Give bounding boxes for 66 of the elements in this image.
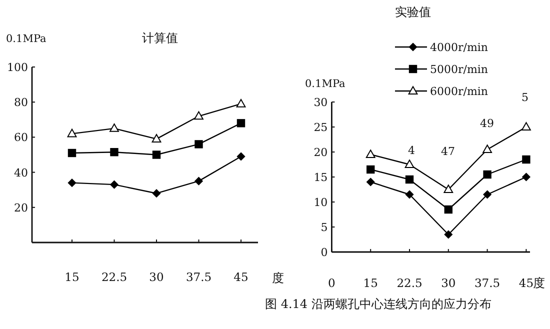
- point: [483, 190, 492, 199]
- caption: 图 4.14 沿两螺孔中心连线方向的应力分布: [265, 297, 492, 311]
- x-tick-label: 37.5: [186, 270, 212, 284]
- point: [404, 160, 414, 168]
- x-tick-label: 37.5: [474, 276, 500, 290]
- annotation: 49: [480, 117, 494, 130]
- point: [110, 124, 119, 132]
- point: [236, 98, 246, 108]
- x-axis-title: 度: [272, 271, 284, 285]
- legend-label: 6000r/min: [430, 85, 488, 98]
- point: [152, 150, 161, 159]
- y-tick-label: 15: [314, 171, 328, 184]
- point: [444, 184, 454, 193]
- point: [194, 176, 203, 186]
- point: [194, 140, 203, 148]
- chart-title: 计算值: [142, 31, 178, 45]
- point: [405, 175, 414, 184]
- y-axis-title: 0.1MPa: [305, 78, 346, 90]
- point: [522, 122, 531, 130]
- point: [366, 178, 375, 186]
- point: [110, 180, 118, 189]
- x-tick-label: 22.5: [101, 270, 128, 284]
- point: [152, 189, 161, 198]
- annotation: 47: [441, 145, 455, 158]
- legend-label: 4000r/min: [430, 41, 488, 54]
- point: [405, 190, 414, 199]
- x-tick-label: 45: [234, 270, 248, 284]
- point: [444, 230, 452, 239]
- x-tick-label: 22.5: [396, 276, 422, 290]
- point: [236, 119, 246, 128]
- point: [366, 165, 375, 174]
- y-tick-label: 30: [314, 96, 328, 109]
- x-axis-title: 度: [533, 276, 545, 290]
- point: [444, 205, 452, 214]
- y-tick-label: 25: [314, 121, 328, 134]
- y-tick-label: 100: [7, 61, 28, 74]
- point: [110, 148, 118, 156]
- x-tick-label: 45: [518, 276, 534, 290]
- point: [152, 134, 162, 142]
- y-tick-label: 20: [314, 146, 328, 159]
- y-tick-label: 80: [14, 96, 28, 110]
- y-tick-label: 0: [320, 246, 328, 259]
- x-tick-label: 30: [441, 276, 456, 290]
- y-tick-label: 10: [314, 196, 328, 209]
- annotation: 5: [522, 91, 528, 104]
- point: [366, 150, 376, 158]
- y-tick-label: 20: [14, 201, 28, 214]
- point: [67, 128, 77, 138]
- y-tick-label: 40: [14, 166, 28, 180]
- point: [68, 178, 76, 187]
- point: [522, 155, 530, 164]
- y-tick-label: 60: [14, 131, 28, 144]
- x-tick-label: 30: [149, 270, 164, 284]
- annotation: 4: [408, 144, 415, 157]
- point: [68, 148, 76, 158]
- x-tick-label: 15: [64, 270, 80, 284]
- point: [482, 144, 492, 153]
- chart-title: 实验值: [395, 5, 431, 19]
- y-axis-title: 0.1MPa: [6, 33, 46, 45]
- x-tick-label: 15: [363, 276, 378, 290]
- y-tick-label: 5: [320, 221, 328, 234]
- point: [194, 111, 204, 120]
- legend-label: 5000r/min: [430, 63, 488, 76]
- point: [483, 170, 492, 179]
- point: [522, 172, 530, 182]
- point: [236, 152, 246, 161]
